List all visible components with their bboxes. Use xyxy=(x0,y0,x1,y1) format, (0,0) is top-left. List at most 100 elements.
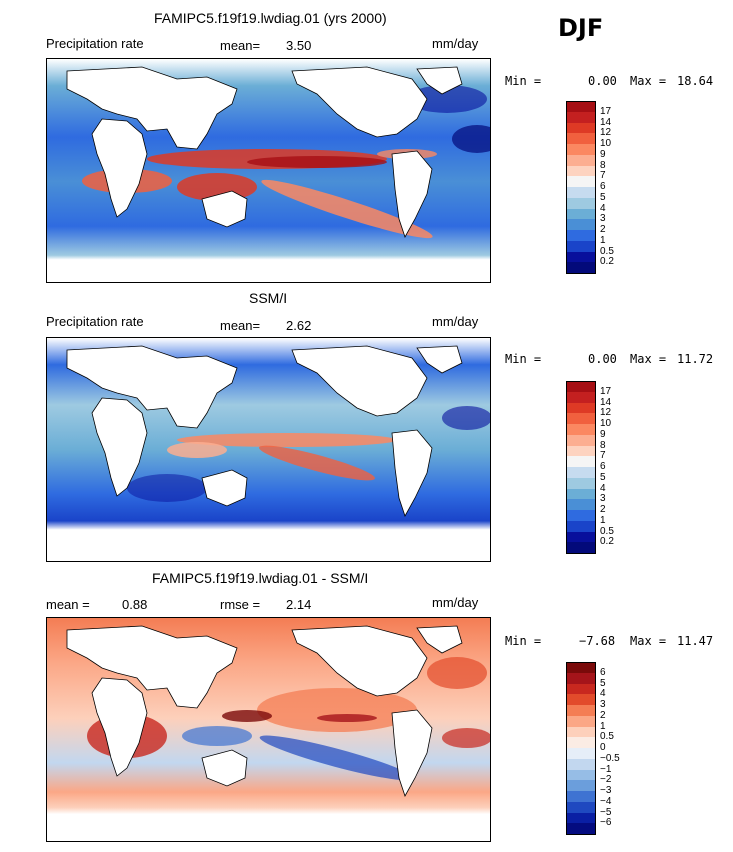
colorbar-label: 4 xyxy=(600,482,606,494)
colorbar-label: 6 xyxy=(600,666,606,678)
panel-2-map xyxy=(46,337,491,562)
colorbar-swatch xyxy=(566,101,596,113)
panel-3-units: mm/day xyxy=(432,595,479,610)
panel-1-mean-label: mean= xyxy=(220,38,261,53)
colorbar-label: 0 xyxy=(600,742,606,753)
colorbar-label: 6 xyxy=(600,461,606,472)
colorbar-swatch xyxy=(566,165,596,177)
colorbar-label: 8 xyxy=(600,439,606,451)
colorbar-swatch xyxy=(566,801,596,813)
colorbar-swatch xyxy=(566,812,596,824)
colorbar-swatch xyxy=(566,230,596,242)
colorbar-label: 3 xyxy=(600,493,606,505)
panel-2-colorbar: 17 14 12 10 9 8 7 6 5 4 3 2 1 0.5 0.2 xyxy=(566,381,646,556)
colorbar-label: 0.2 xyxy=(600,536,614,548)
colorbar-swatch xyxy=(566,705,596,717)
colorbar-swatch xyxy=(566,391,596,403)
colorbar-label: −3 xyxy=(600,785,612,796)
colorbar-label: 6 xyxy=(600,181,606,192)
panel-3-mean-label: mean = xyxy=(46,597,90,612)
colorbar-label: 0.2 xyxy=(600,256,614,268)
colorbar-label: 3 xyxy=(600,699,606,710)
panel-1-units: mm/day xyxy=(432,36,479,51)
panel-3-max-label: Max = xyxy=(630,634,667,648)
colorbar-swatch xyxy=(566,726,596,738)
colorbar-swatch xyxy=(566,111,596,123)
colorbar-label: 1 xyxy=(600,514,606,526)
colorbar-label: 0.5 xyxy=(600,245,614,257)
colorbar-label: −5 xyxy=(600,806,612,818)
panel-3-rmse-value: 2.14 xyxy=(286,597,312,612)
panel-2-variable-label: Precipitation rate xyxy=(46,314,144,329)
colorbar-swatch xyxy=(566,456,596,468)
colorbar-swatch xyxy=(566,133,596,145)
colorbar-label: 1 xyxy=(600,720,606,732)
panel-2-min-label: Min = xyxy=(505,352,542,366)
colorbar-swatch xyxy=(566,823,596,835)
panel-3-rmse-label: rmse = xyxy=(220,597,261,612)
colorbar-label: 2 xyxy=(600,224,606,235)
colorbar-swatch xyxy=(566,499,596,511)
colorbar-swatch xyxy=(566,531,596,543)
panel-2-mean-label: mean= xyxy=(220,318,261,333)
panel-1-max-label: Max = xyxy=(630,74,667,88)
colorbar-swatch xyxy=(566,780,596,792)
colorbar-swatch xyxy=(566,144,596,156)
colorbar-label: 12 xyxy=(600,127,612,139)
colorbar-label: 2 xyxy=(600,504,606,515)
panel-3-colorbar: 6 5 4 3 2 1 0.5 0 −0.5 −1 −2 −3 −4 −5 −6 xyxy=(566,662,646,837)
colorbar-label: 12 xyxy=(600,407,612,419)
colorbar-swatch xyxy=(566,694,596,706)
colorbar-swatch xyxy=(566,402,596,414)
colorbar-label: 4 xyxy=(600,688,606,700)
colorbar-label: −2 xyxy=(600,774,612,786)
colorbar-swatch xyxy=(566,424,596,436)
panel-2-title: SSM/I xyxy=(249,290,288,306)
colorbar-label: 5 xyxy=(600,471,606,483)
colorbar-swatch xyxy=(566,187,596,199)
colorbar-label: 8 xyxy=(600,159,606,171)
panel-3-max-value: 11.47 xyxy=(677,634,714,648)
colorbar-swatch xyxy=(566,488,596,500)
panel-3-min-label: Min = xyxy=(505,634,542,648)
colorbar-swatch xyxy=(566,769,596,781)
colorbar-label: 0.5 xyxy=(600,525,614,537)
colorbar-swatch xyxy=(566,434,596,446)
colorbar-swatch xyxy=(566,662,596,674)
panel-1-map xyxy=(46,58,491,283)
panel-2-mean-value: 2.62 xyxy=(286,318,312,333)
colorbar-label: 10 xyxy=(600,418,612,429)
panel-1-mean-value: 3.50 xyxy=(286,38,312,53)
panel-2-min-value: 0.00 xyxy=(588,352,617,366)
panel-3-map xyxy=(46,617,491,842)
colorbar-swatch xyxy=(566,467,596,479)
colorbar-swatch xyxy=(566,445,596,457)
colorbar-swatch xyxy=(566,262,596,274)
colorbar-label: 7 xyxy=(600,170,606,182)
colorbar-swatch xyxy=(566,672,596,684)
panel-1-max-value: 18.64 xyxy=(677,74,714,88)
colorbar-swatch xyxy=(566,219,596,231)
colorbar-label: 9 xyxy=(600,148,606,160)
colorbar-label: 10 xyxy=(600,138,612,149)
colorbar-label: −4 xyxy=(600,795,612,807)
colorbar-swatch xyxy=(566,176,596,188)
colorbar-swatch xyxy=(566,748,596,760)
colorbar-swatch xyxy=(566,413,596,425)
colorbar-swatch xyxy=(566,737,596,749)
colorbar-swatch xyxy=(566,122,596,134)
panel-3-mean-value: 0.88 xyxy=(122,597,148,612)
colorbar-swatch xyxy=(566,477,596,489)
colorbar-label: 7 xyxy=(600,450,606,462)
panel-2-max-label: Max = xyxy=(630,352,667,366)
panel-3-min-value: −7.68 xyxy=(579,634,616,648)
colorbar-swatch xyxy=(566,251,596,263)
panel-1-min-value: 0.00 xyxy=(588,74,617,88)
colorbar-label: 5 xyxy=(600,677,606,689)
panel-3-title: FAMIPC5.f19f19.lwdiag.01 - SSM/I xyxy=(152,570,369,586)
colorbar-swatch xyxy=(566,791,596,803)
season-label: DJF xyxy=(558,14,604,42)
colorbar-label: 4 xyxy=(600,202,606,214)
colorbar-label: −1 xyxy=(600,763,612,775)
panel-2-max-value: 11.72 xyxy=(677,352,714,366)
